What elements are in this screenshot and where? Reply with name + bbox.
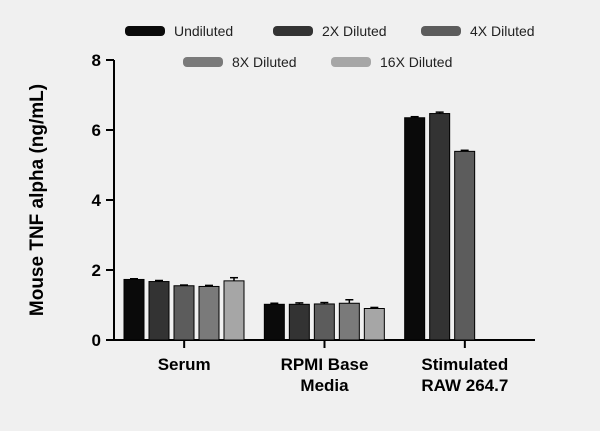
y-axis: 0 2 4 6 8 xyxy=(92,51,115,350)
bar xyxy=(173,285,195,341)
x-tick-label-line: RPMI Base xyxy=(281,355,369,374)
bar xyxy=(263,303,285,341)
bar xyxy=(313,303,335,341)
y-tick-label: 6 xyxy=(92,121,101,140)
legend-swatch xyxy=(125,26,165,36)
bar xyxy=(223,280,245,341)
y-tick-label: 4 xyxy=(92,191,102,210)
legend-swatch xyxy=(331,57,371,67)
bar xyxy=(429,113,451,341)
y-tick-label: 2 xyxy=(92,261,101,280)
x-tick-label-line: Stimulated xyxy=(421,355,508,374)
y-tick-label: 0 xyxy=(92,331,101,350)
x-tick-label-line: RAW 264.7 xyxy=(421,376,508,395)
legend-label: 2X Diluted xyxy=(322,23,387,39)
bars xyxy=(123,111,476,341)
x-tick-label-line: Media xyxy=(300,376,349,395)
bar xyxy=(148,281,170,341)
bar xyxy=(123,278,145,341)
y-tick-label: 8 xyxy=(92,51,101,70)
legend-swatch xyxy=(273,26,313,36)
legend-label: 8X Diluted xyxy=(232,54,297,70)
x-tick-label: Serum xyxy=(158,355,211,374)
x-tick-label-line: Serum xyxy=(158,355,211,374)
bar xyxy=(454,150,476,341)
bar xyxy=(404,117,426,341)
bar xyxy=(338,302,360,341)
x-axis: Serum RPMI Base Media Stimulated RAW 264.7 xyxy=(114,339,535,395)
legend-swatch xyxy=(421,26,461,36)
legend-swatch xyxy=(183,57,223,67)
legend-label: 16X Diluted xyxy=(380,54,452,70)
legend: Undiluted 2X Diluted 4X Diluted 8X Diluted 1… xyxy=(125,23,535,70)
bar xyxy=(198,285,220,341)
x-tick-label: Stimulated RAW 264.7 xyxy=(421,355,508,395)
legend-label: Undiluted xyxy=(174,23,233,39)
bar xyxy=(288,303,310,341)
bar xyxy=(363,308,385,341)
x-tick-label: RPMI Base Media xyxy=(281,355,369,395)
legend-label: 4X Diluted xyxy=(470,23,535,39)
y-axis-title: Mouse TNF alpha (ng/mL) xyxy=(27,84,48,316)
